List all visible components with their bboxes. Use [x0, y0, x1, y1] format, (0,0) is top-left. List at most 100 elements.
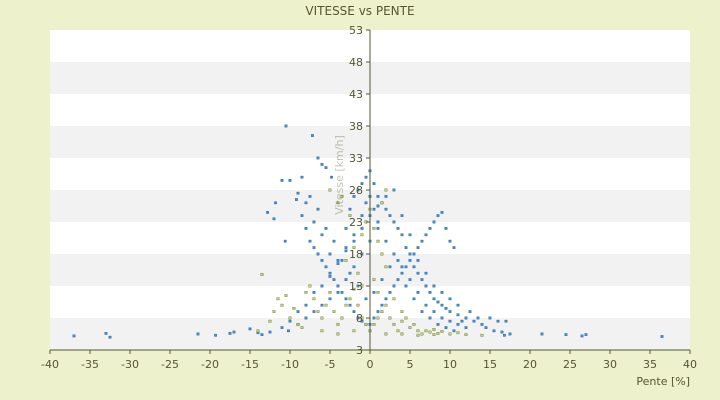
- y-tick-label: 8: [356, 312, 363, 325]
- data-point: [416, 329, 420, 333]
- data-point: [348, 271, 352, 275]
- data-point: [448, 332, 452, 336]
- data-point: [312, 220, 316, 224]
- y-axis-label: Vitesse [km/h]: [333, 135, 346, 215]
- data-point: [384, 188, 388, 192]
- data-point: [280, 179, 284, 182]
- data-point: [284, 124, 288, 128]
- data-point: [400, 310, 404, 313]
- data-point: [392, 297, 396, 301]
- x-tick-label: 40: [683, 358, 697, 371]
- data-point: [300, 175, 304, 179]
- data-point: [320, 233, 324, 237]
- data-point: [440, 291, 444, 294]
- data-point: [268, 319, 272, 323]
- data-point: [260, 273, 264, 276]
- data-point: [376, 220, 380, 224]
- data-point: [464, 326, 468, 329]
- data-point: [384, 332, 388, 336]
- data-point: [372, 278, 376, 281]
- data-point: [332, 310, 336, 313]
- data-point: [104, 332, 108, 335]
- data-point: [336, 262, 340, 265]
- data-point: [344, 259, 348, 262]
- data-point: [328, 297, 332, 301]
- x-tick-label: -30: [121, 358, 139, 371]
- data-point: [448, 239, 452, 243]
- data-point: [340, 291, 344, 294]
- data-point: [432, 333, 436, 336]
- data-point: [424, 284, 428, 288]
- data-point: [272, 310, 276, 313]
- x-tick-label: -35: [81, 358, 99, 371]
- data-point: [324, 227, 328, 230]
- data-point: [468, 310, 472, 313]
- data-point: [360, 214, 364, 217]
- data-point: [376, 195, 380, 198]
- data-point: [340, 259, 344, 262]
- data-point: [352, 239, 356, 243]
- data-point: [214, 333, 217, 337]
- data-point: [283, 239, 287, 243]
- x-tick-label: 30: [603, 358, 617, 371]
- data-point: [356, 316, 360, 320]
- data-point: [288, 179, 292, 182]
- data-point: [316, 207, 320, 211]
- data-point: [316, 252, 320, 256]
- data-point: [284, 294, 288, 297]
- y-tick-label: 33: [349, 152, 363, 165]
- data-point: [72, 334, 76, 338]
- data-point: [364, 297, 368, 301]
- data-point: [456, 313, 460, 317]
- data-point: [228, 332, 232, 335]
- data-point: [432, 284, 436, 288]
- data-point: [312, 246, 316, 249]
- y-tick-label: 13: [349, 280, 363, 293]
- data-point: [328, 291, 332, 294]
- data-point: [320, 163, 324, 166]
- data-point: [296, 191, 300, 195]
- data-point: [452, 329, 456, 333]
- data-point: [412, 265, 416, 269]
- data-point: [456, 303, 460, 307]
- data-point: [344, 278, 348, 281]
- data-point: [344, 303, 348, 307]
- data-point: [440, 211, 444, 214]
- data-point: [388, 316, 392, 320]
- data-point: [248, 327, 252, 331]
- data-point: [348, 297, 352, 301]
- data-point: [420, 332, 424, 336]
- data-point: [372, 207, 376, 211]
- data-point: [372, 227, 376, 230]
- data-point: [476, 316, 480, 320]
- data-point: [304, 227, 308, 230]
- data-point: [416, 291, 420, 294]
- data-point: [288, 319, 292, 323]
- data-point: [384, 207, 388, 211]
- data-point: [280, 303, 284, 307]
- data-point: [452, 246, 456, 249]
- data-point: [388, 291, 392, 294]
- data-point: [380, 278, 384, 281]
- data-point: [480, 323, 484, 326]
- x-tick-label: 20: [523, 358, 537, 371]
- data-point: [308, 284, 312, 288]
- data-point: [392, 252, 396, 256]
- data-point: [376, 316, 380, 320]
- data-point: [480, 333, 484, 337]
- data-point: [288, 316, 292, 320]
- data-point: [360, 252, 364, 256]
- data-point: [436, 323, 440, 326]
- data-point: [276, 297, 280, 301]
- data-point: [292, 307, 296, 310]
- data-point: [364, 175, 368, 179]
- data-point: [308, 195, 312, 198]
- data-point: [344, 246, 348, 249]
- data-point: [324, 265, 328, 269]
- data-point: [412, 252, 416, 256]
- data-point: [540, 332, 544, 336]
- scatter-points: [72, 124, 664, 339]
- data-point: [336, 323, 340, 326]
- data-point: [408, 326, 412, 329]
